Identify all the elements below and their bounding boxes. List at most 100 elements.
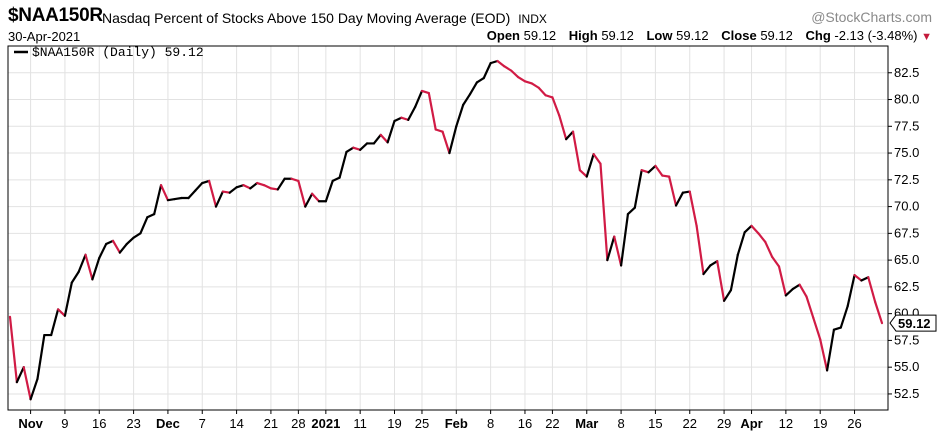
x-tick-label: 22 [683, 416, 697, 431]
open-label: Open [486, 28, 520, 43]
series-segment [146, 212, 156, 219]
series-segment [70, 270, 80, 284]
series-segment [551, 96, 561, 117]
series-segment [626, 206, 636, 216]
series-segment [221, 190, 231, 194]
x-tick-label: 25 [415, 416, 429, 431]
plot-frame [7, 45, 889, 411]
series-segment [36, 333, 46, 381]
series-segment [359, 142, 369, 151]
series-segment [105, 239, 115, 246]
series-segment [15, 366, 25, 384]
x-tick-label: Feb [445, 416, 468, 431]
brand-watermark: @StockCharts.com [811, 9, 932, 25]
series-segment [860, 276, 870, 282]
series-segment [249, 181, 259, 190]
series-segment [503, 65, 513, 72]
series-segment [331, 176, 341, 182]
x-tick-label: 23 [126, 416, 140, 431]
series-segment [777, 265, 787, 297]
series-segment [153, 184, 163, 216]
y-tick-label: 80.0 [894, 92, 919, 107]
series-segment [729, 253, 739, 292]
series-segment [235, 184, 245, 189]
series-segment [839, 305, 849, 329]
series-segment [208, 179, 218, 208]
series-segment [118, 242, 128, 254]
series-segment [345, 146, 355, 154]
series-segment [407, 105, 417, 121]
series-segment [791, 283, 801, 291]
series-segment [400, 116, 410, 121]
series-segment [91, 256, 101, 281]
series-segment [441, 130, 451, 155]
series-segment [297, 179, 307, 208]
high-label: High [568, 28, 598, 43]
y-tick-label: 52.5 [894, 386, 919, 401]
series-segment [874, 300, 884, 325]
series-segment [702, 264, 712, 276]
series-segment [750, 224, 760, 235]
symbol-title: $NAA150R [8, 5, 103, 26]
series-segment [269, 187, 279, 191]
grid-lines [8, 46, 888, 410]
series-line [8, 59, 884, 401]
x-tick-label: 15 [648, 416, 662, 431]
series-segment [372, 133, 382, 145]
series-segment [214, 190, 224, 208]
series-segment [537, 86, 547, 97]
chart-header: $NAA150R Nasdaq Percent of Stocks Above … [8, 3, 932, 45]
series-segment [805, 295, 815, 320]
x-tick-label: 21 [264, 416, 278, 431]
x-tick-label: 11 [353, 416, 367, 431]
series-segment [379, 133, 389, 144]
series-segment [475, 77, 485, 84]
close-value: 59.12 [760, 28, 793, 43]
chart-legend: $NAA150R (Daily) 59.12 [14, 45, 204, 60]
y-tick-label: 57.5 [894, 332, 919, 347]
x-tick-label: 28 [291, 416, 305, 431]
x-tick-label: Nov [18, 416, 43, 431]
series-segment [688, 190, 698, 227]
series-segment [867, 276, 877, 303]
series-segment [139, 216, 149, 235]
high-value: 59.12 [601, 28, 634, 43]
series-segment [812, 316, 822, 341]
series-segment [420, 89, 430, 95]
x-axis: Nov 9 16 23 Dec 7 14 21 28 2021 11 19 25 Feb 8 16 22 Mar 8… [18, 410, 862, 431]
down-triangle-icon: ▼ [921, 31, 932, 43]
series-segment [825, 328, 836, 372]
y-tick-label: 82.5 [894, 65, 919, 80]
series-segment [654, 164, 664, 177]
x-tick-label: 9 [61, 416, 68, 431]
y-tick-label: 62.5 [894, 279, 919, 294]
series-segment [832, 326, 842, 331]
series-segment [262, 184, 273, 190]
series-segment [496, 59, 506, 68]
series-segment [159, 184, 170, 202]
x-tick-label: 12 [779, 416, 793, 431]
series-segment [386, 119, 396, 144]
series-segment [468, 81, 478, 96]
legend-label: $NAA150R (Daily) 59.12 [32, 45, 204, 60]
series-segment [434, 128, 444, 133]
chart-date: 30-Apr-2021 [8, 29, 81, 44]
series-segment [599, 162, 609, 262]
series-segment [771, 255, 781, 268]
series-segment [668, 175, 678, 207]
x-tick-label: 8 [617, 416, 624, 431]
series-segment [228, 186, 238, 194]
series-segment [619, 212, 630, 267]
series-segment [640, 169, 650, 174]
x-tick-label: 14 [229, 416, 243, 431]
series-segment [565, 130, 575, 141]
series-segment [98, 242, 108, 260]
series-segment [22, 366, 32, 401]
series-segment [819, 338, 829, 372]
series-segment [647, 164, 657, 174]
x-tick-label: Apr [740, 416, 762, 431]
last-value-tag: 59.12 [889, 314, 937, 332]
x-tick-label: Mar [575, 416, 598, 431]
series-segment [613, 235, 623, 267]
y-tick-label: 72.5 [894, 172, 919, 187]
